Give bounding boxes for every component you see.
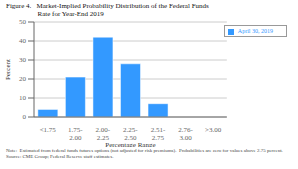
svg-text:Percent: Percent <box>8 59 12 80</box>
svg-text:20: 20 <box>19 75 27 83</box>
svg-text:10: 10 <box>19 94 27 102</box>
svg-text:>3.00: >3.00 <box>205 126 222 134</box>
svg-text:2.00-2.25: 2.00-2.25 <box>96 126 111 142</box>
html-text:Figure 4. Market-Implied Proba: Figure 4. Market-Implied Probability Dis… <box>6 2 209 10</box>
svg-text:40: 40 <box>19 37 27 45</box>
svg-text:2.51-2.75: 2.51-2.75 <box>151 126 166 142</box>
svg-text:1.75-2.00: 1.75-2.00 <box>68 126 83 142</box>
svg-text:Percentage Range: Percentage Range <box>105 141 155 147</box>
html-text:Rate for Year-End 2019: Rate for Year-End 2019 <box>6 10 104 18</box>
svg-text:2.76-3.00: 2.76-3.00 <box>178 126 193 142</box>
svg-text:0: 0 <box>23 113 27 121</box>
html-text:April 30, 2019: April 30, 2019 <box>237 28 273 34</box>
svg-text:<1.75: <1.75 <box>40 126 57 134</box>
html-text:Source: CME Group; Federal Res: Source: CME Group; Federal Reserve staff… <box>6 154 114 159</box>
svg-text:50: 50 <box>19 18 27 26</box>
html-text:Note: Estimated from federal f: Note: Estimated from federal funds futur… <box>6 148 283 153</box>
svg-text:30: 30 <box>19 56 27 64</box>
svg-text:2.25-2.50: 2.25-2.50 <box>123 126 138 142</box>
